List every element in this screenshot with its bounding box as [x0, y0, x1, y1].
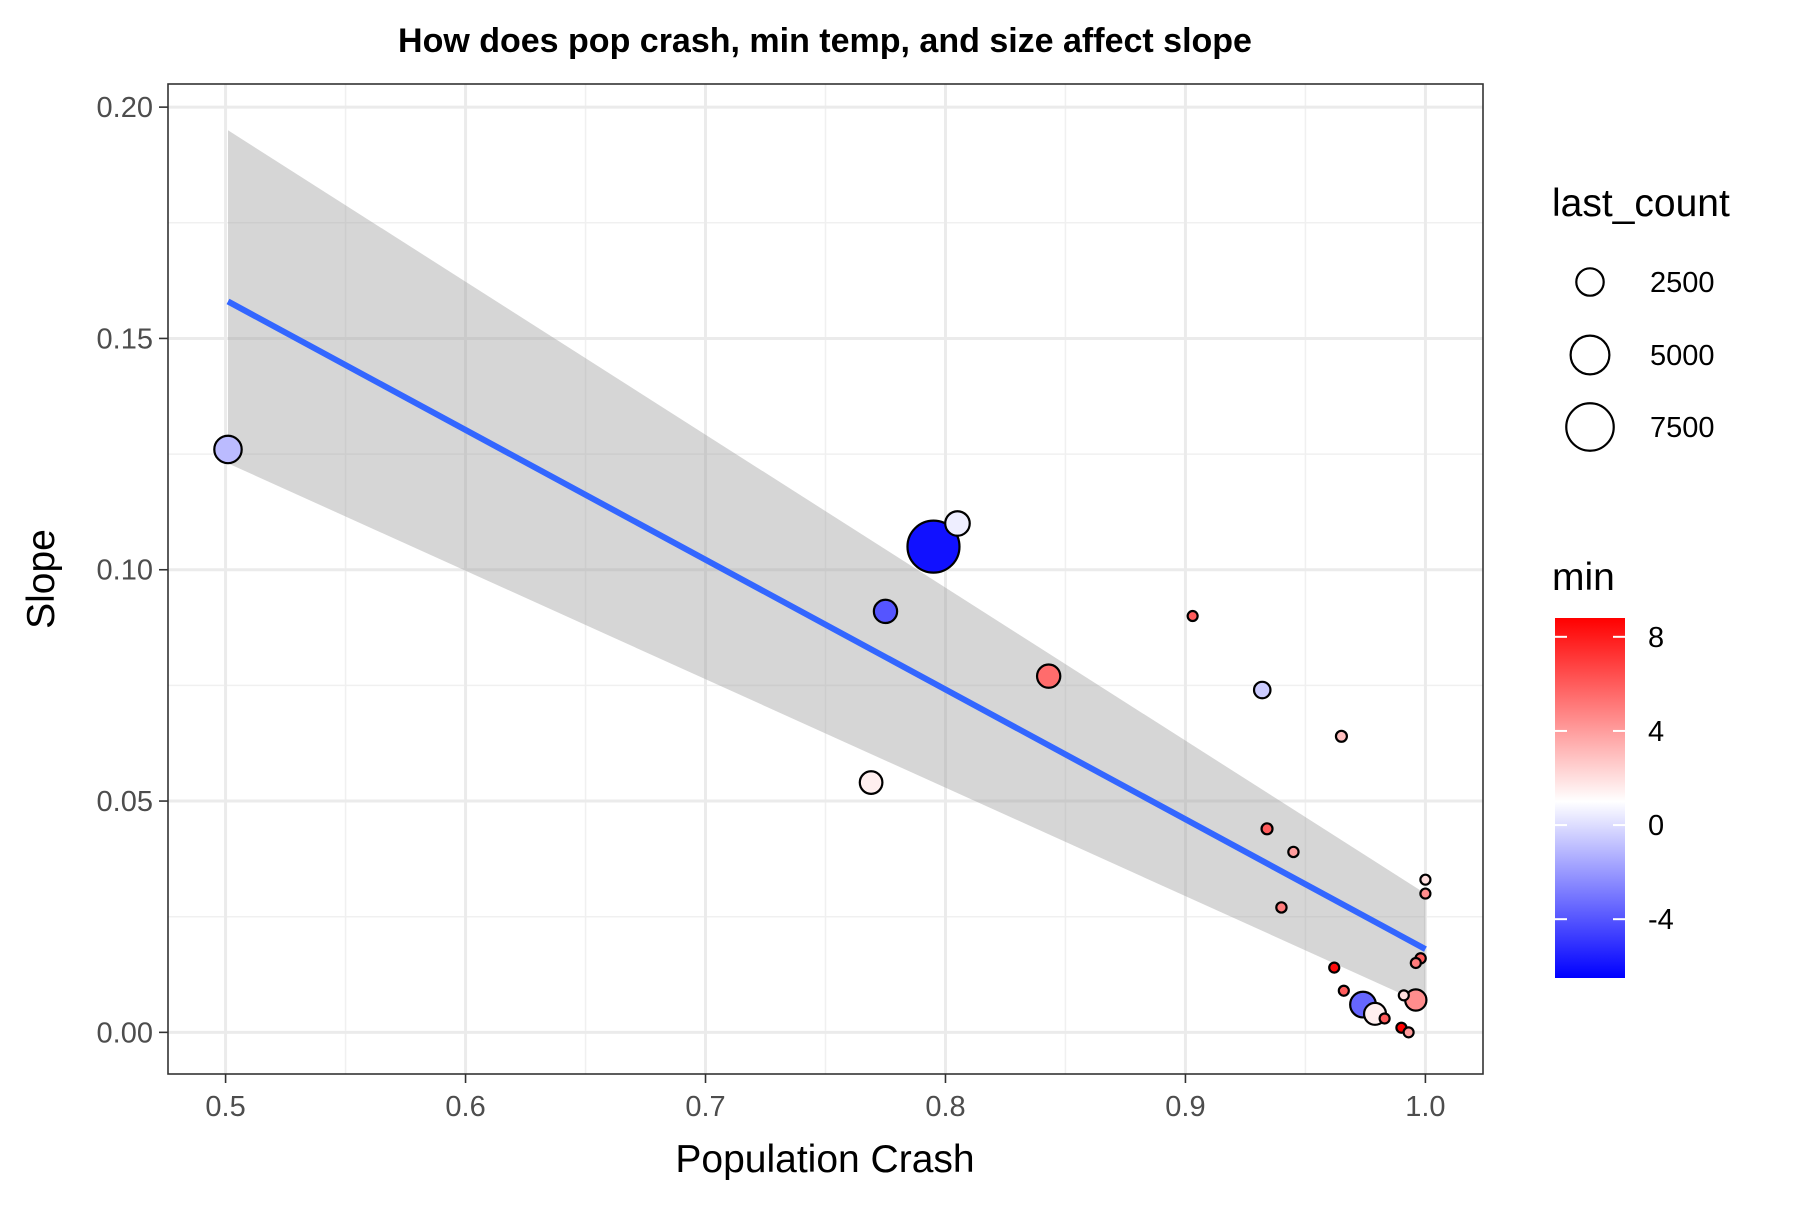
- data-point: [1334, 729, 1349, 743]
- colorbar-tick-label: 0: [1648, 810, 1664, 842]
- data-point: [1275, 901, 1288, 914]
- data-point: [1409, 956, 1422, 970]
- x-tick-label: 0.5: [205, 1091, 245, 1123]
- size-legend-label: 7500: [1650, 412, 1715, 444]
- data-points-layer: [213, 434, 1432, 1039]
- y-tick-label: 0.05: [97, 786, 153, 818]
- x-tick-label: 0.7: [685, 1091, 725, 1123]
- x-tick-label: 1.0: [1405, 1091, 1445, 1123]
- y-tick-label: 0.20: [97, 92, 153, 124]
- size-legend-title: last_count: [1552, 182, 1730, 225]
- data-point: [1328, 961, 1341, 974]
- plot-panel-border: [167, 83, 1484, 1075]
- x-tick-label: 0.9: [1165, 1091, 1205, 1123]
- color-legend-title: min: [1552, 556, 1615, 599]
- y-axis: 0.00 0.05 0.10 0.15 0.20: [97, 92, 168, 1049]
- y-tick-label: 0.00: [97, 1017, 153, 1049]
- size-legend-key: [1569, 334, 1611, 376]
- y-tick-label: 0.10: [97, 555, 153, 587]
- data-point: [944, 510, 971, 537]
- data-point: [1419, 887, 1432, 900]
- data-point: [1035, 663, 1062, 689]
- data-point: [1287, 845, 1300, 859]
- size-legend-label: 2500: [1650, 267, 1715, 299]
- colorbar-tick-label: -4: [1648, 904, 1674, 936]
- data-point: [1419, 873, 1432, 886]
- data-point: [1337, 984, 1350, 997]
- data-point: [906, 519, 961, 574]
- grid-major-lines: [168, 84, 1483, 1074]
- size-legend-label: 5000: [1650, 340, 1715, 372]
- data-point: [1402, 1026, 1415, 1039]
- trend-line: [226, 298, 1427, 952]
- colorbar-tick-label: 4: [1648, 716, 1664, 748]
- data-point: [1397, 989, 1410, 1002]
- data-point: [213, 434, 243, 465]
- colorbar-tick-label: 8: [1648, 622, 1664, 654]
- data-point: [858, 770, 884, 795]
- x-axis: 0.5 0.6 0.7 0.8 0.9 1.0: [205, 1074, 1446, 1123]
- x-tick-label: 0.6: [445, 1091, 485, 1123]
- colorbar: [1555, 618, 1625, 978]
- x-axis-title: Population Crash: [675, 1138, 974, 1181]
- trend-line-layer: [226, 298, 1427, 952]
- size-legend-key: [1565, 402, 1615, 452]
- x-tick-label: 0.8: [925, 1091, 965, 1123]
- data-point: [1378, 1012, 1391, 1025]
- size-legend: 2500 5000 7500: [1565, 267, 1715, 452]
- y-axis-title: Slope: [20, 529, 63, 629]
- size-legend-key: [1575, 267, 1605, 297]
- color-legend-ticks: 8 4 0 -4: [1555, 622, 1674, 936]
- data-point: [1252, 680, 1272, 700]
- chart-title: How does pop crash, min temp, and size a…: [398, 22, 1252, 60]
- y-tick-label: 0.15: [97, 323, 153, 355]
- data-point: [872, 598, 899, 625]
- data-point: [1186, 609, 1199, 623]
- data-point: [1260, 822, 1274, 836]
